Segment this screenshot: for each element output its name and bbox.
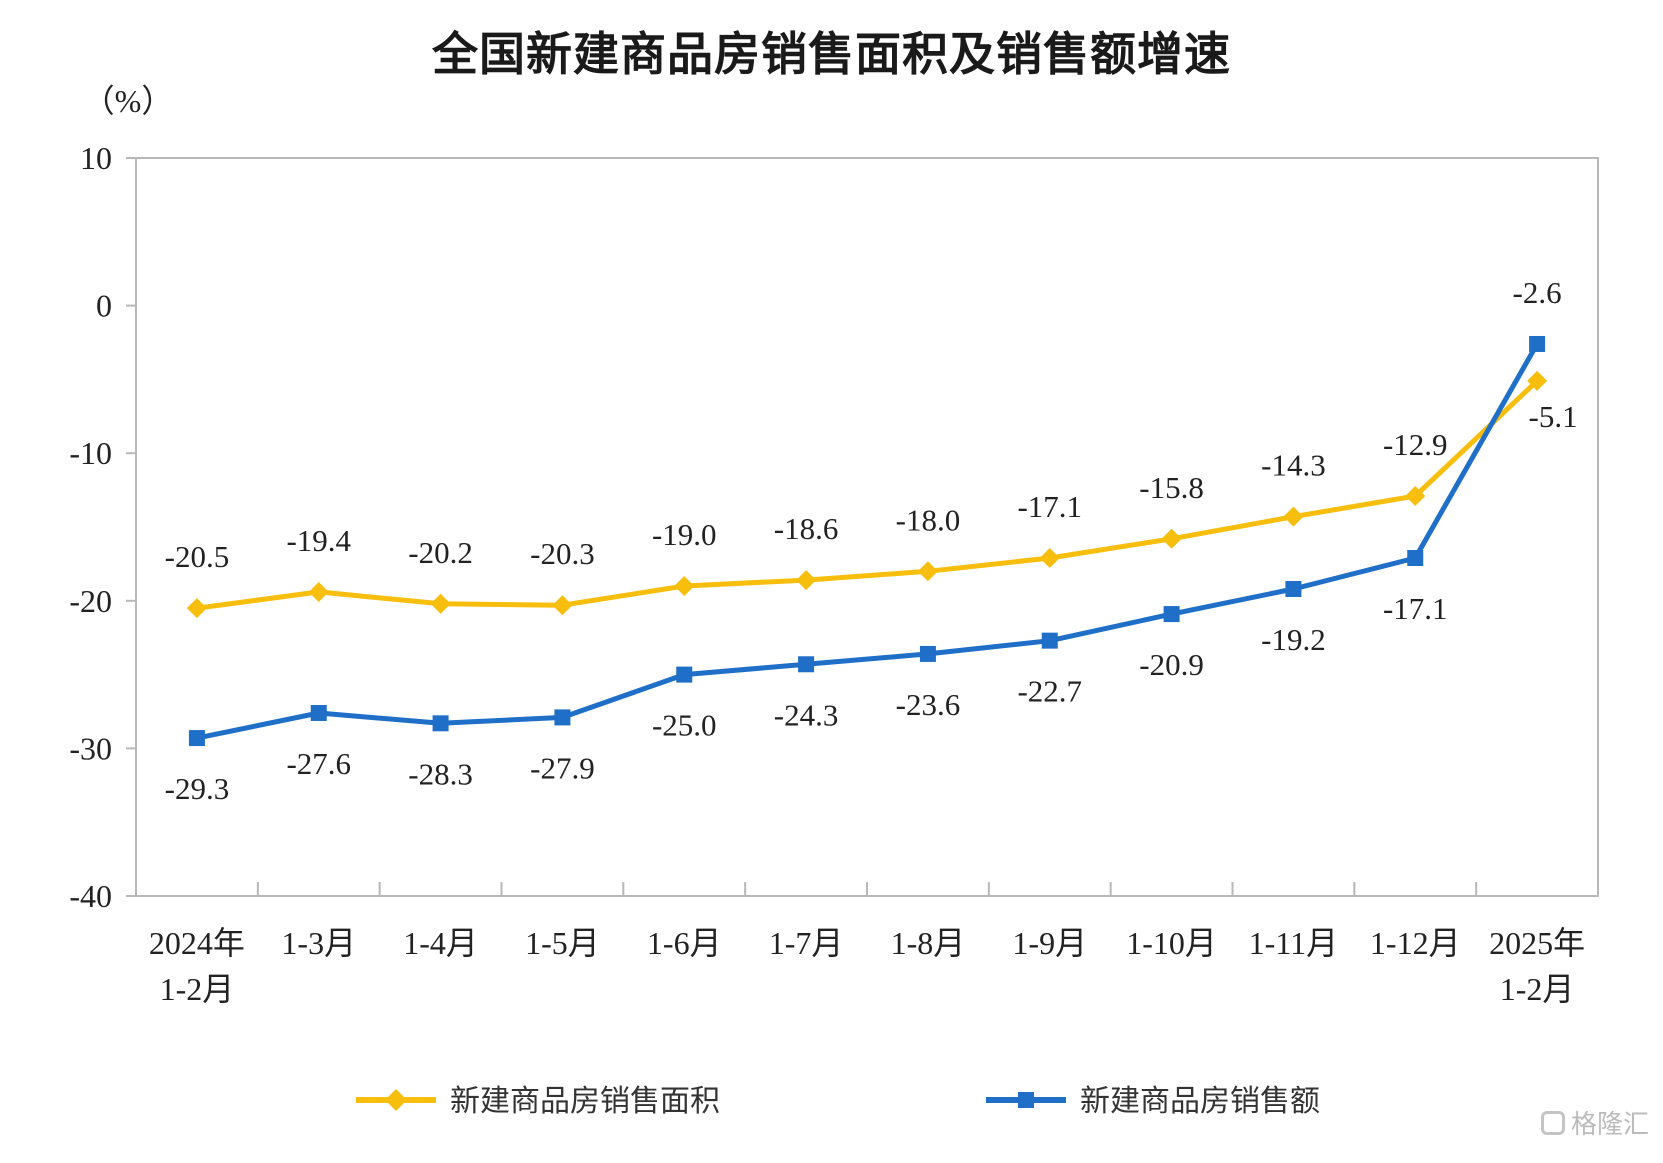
y-tick-label: -40 [69, 878, 112, 914]
y-tick-label: -30 [69, 730, 112, 766]
series-2-point [432, 715, 449, 732]
legend-diamond-marker [385, 1089, 407, 1111]
series-1-data-label: -5.1 [1529, 399, 1578, 434]
series-1-point [1283, 506, 1304, 527]
x-tick-label: 1-4月 [403, 925, 478, 961]
x-tick-label: 1-2月 [160, 971, 235, 1007]
series-2-point [1041, 632, 1058, 649]
data-label-layer: -20.5 -19.4 -20.2 -20.3 -19.0 -18.6 -18.0 -17.1… [165, 275, 1578, 806]
y-tick-label: 0 [96, 288, 112, 324]
series-1-point [1039, 547, 1060, 568]
x-tick-label: 1-10月 [1126, 925, 1217, 961]
series-line-1 [196, 379, 1539, 611]
series-1-point [308, 581, 329, 602]
series-1-data-label: -18.6 [774, 511, 839, 546]
series-1-data-label: -20.3 [530, 536, 595, 571]
series-2-point [1529, 335, 1546, 352]
series-2-point [188, 730, 205, 747]
series-2-point [798, 656, 815, 673]
watermark: 格隆汇 [1540, 1104, 1649, 1141]
series-1-point [1161, 528, 1182, 549]
series-1-data-label: -20.5 [165, 539, 230, 574]
series-2-data-label: -27.6 [286, 746, 351, 781]
series-2-data-label: -29.3 [165, 771, 230, 806]
watermark-text: 格隆汇 [1570, 1110, 1649, 1140]
series-2-data-label: -19.2 [1261, 622, 1326, 657]
series-1-point [552, 595, 573, 616]
series-2-data-label: -2.6 [1513, 275, 1562, 310]
series-1-point [430, 593, 451, 614]
watermark-logo-icon [1540, 1110, 1565, 1135]
series-1-point [186, 598, 207, 619]
plot-area-frame [135, 157, 1599, 897]
x-axis: 2024年 1-2月 1-3月 1-4月 1-5月 1-6月 1-7月 1-8月 1-9月 1-1… [149, 882, 1585, 1007]
legend-square-marker [1018, 1092, 1034, 1108]
x-tick-label: 1-3月 [281, 925, 356, 961]
series-2-data-label: -24.3 [774, 697, 839, 732]
y-tick-label: -20 [69, 583, 112, 619]
y-tick-label: -10 [69, 435, 112, 471]
x-tick-label: 1-6月 [647, 925, 722, 961]
chart-title: 全国新建商品房销售面积及销售额增速 [432, 27, 1231, 81]
x-tick-label: 1-11月 [1249, 925, 1338, 961]
legend-label: 新建商品房销售面积 [450, 1084, 720, 1119]
series-2-point [310, 704, 327, 721]
series-1-data-label: -12.9 [1383, 427, 1448, 462]
series-1-data-label: -18.0 [896, 502, 961, 537]
series-1-data-label: -17.1 [1017, 489, 1082, 524]
legend: 新建商品房销售面积 新建商品房销售额 [356, 1084, 1320, 1119]
x-tick-label: 1-5月 [525, 925, 600, 961]
series-2-data-label: -20.9 [1139, 647, 1204, 682]
series-layer [186, 335, 1548, 747]
x-tick-label: 1-9月 [1012, 925, 1087, 961]
x-tick-label: 2025年 [1489, 925, 1585, 961]
series-2-data-label: -28.3 [408, 756, 473, 791]
x-tick-label: 2024年 [149, 925, 245, 961]
series-1-point [917, 561, 938, 582]
series-2-data-label: -17.1 [1383, 591, 1448, 626]
series-1-data-label: -19.0 [652, 517, 717, 552]
x-tick-label: 1-7月 [769, 925, 844, 961]
x-tick-label: 1-12月 [1370, 925, 1461, 961]
series-2-point [554, 709, 571, 726]
series-2-point [676, 666, 693, 683]
series-2-point [919, 645, 936, 662]
series-line-2 [196, 342, 1540, 741]
series-1-data-label: -20.2 [408, 535, 473, 570]
series-2-point [1285, 580, 1302, 597]
series-1-data-label: -15.8 [1139, 470, 1204, 505]
series-2-data-label: -27.9 [530, 750, 595, 785]
y-axis-unit-label: （%） [83, 83, 174, 119]
legend-label: 新建商品房销售额 [1080, 1084, 1320, 1119]
series-2-data-label: -22.7 [1017, 674, 1082, 709]
y-axis: 10 0 -10 -20 -30 -40 [69, 140, 136, 914]
x-tick-label: 1-8月 [891, 925, 966, 961]
series-1-data-label: -14.3 [1261, 448, 1326, 483]
series-1-point [674, 576, 695, 597]
x-tick-label: 1-2月 [1500, 971, 1575, 1007]
series-2-data-label: -25.0 [652, 708, 717, 743]
series-2-point [1163, 606, 1180, 623]
series-1-point [1527, 370, 1548, 391]
series-1-point [796, 570, 817, 591]
series-1-point [1405, 486, 1426, 507]
y-tick-label: 10 [80, 140, 112, 176]
series-1-data-label: -19.4 [286, 523, 351, 558]
series-2-point [1407, 549, 1424, 566]
series-2-data-label: -23.6 [896, 687, 961, 722]
